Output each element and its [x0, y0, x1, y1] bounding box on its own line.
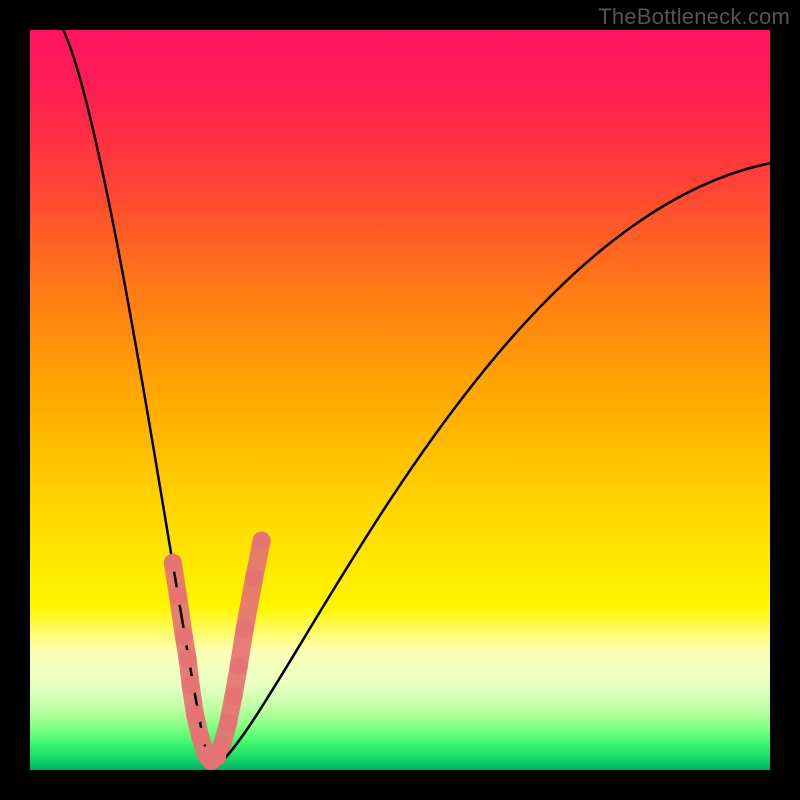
data-point	[191, 728, 209, 746]
watermark-text: TheBottleneck.com	[598, 4, 790, 30]
chart-background	[30, 30, 770, 770]
chart-frame: TheBottleneck.com	[0, 0, 800, 800]
data-point	[182, 676, 200, 694]
data-point	[225, 687, 243, 705]
data-point	[213, 735, 231, 753]
data-point	[236, 620, 254, 638]
chart-svg	[30, 30, 770, 770]
data-point	[219, 713, 237, 731]
data-point	[253, 532, 271, 550]
data-point	[186, 706, 204, 724]
plot-area	[30, 30, 770, 770]
data-point	[169, 587, 187, 605]
data-point	[175, 628, 193, 646]
data-point	[164, 554, 182, 572]
data-point	[179, 650, 197, 668]
data-point	[245, 569, 263, 587]
data-point	[230, 657, 248, 675]
